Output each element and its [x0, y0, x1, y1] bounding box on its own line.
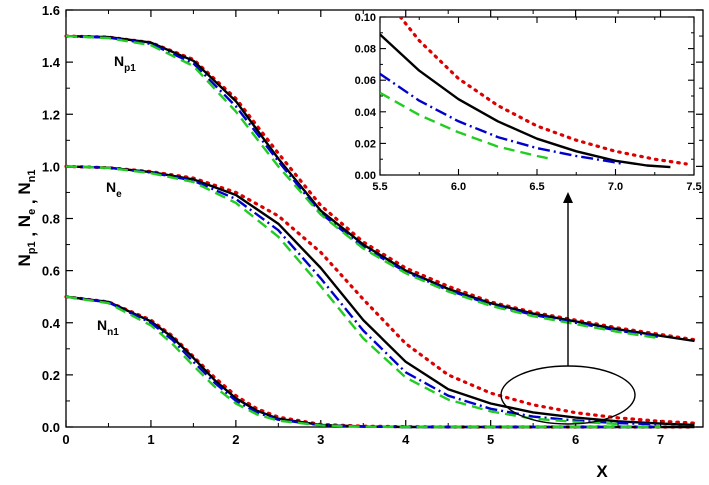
curve-2-dashed — [65, 295, 661, 429]
y-title-symbol: N — [15, 182, 34, 194]
y-tick-label: 0.2 — [42, 368, 60, 383]
y-title-separator: , — [20, 227, 39, 241]
inset-y-tick-label: 0.08 — [355, 44, 376, 56]
x-tick-label: 6 — [572, 432, 579, 447]
x-tick-label: 0 — [62, 432, 69, 447]
y-tick-label: 0.8 — [42, 212, 60, 227]
curve-1-dash-dot — [65, 165, 661, 426]
zoom-arrow-head — [563, 192, 573, 203]
curve-2-solid — [65, 295, 695, 429]
y-title-subscript: e — [26, 209, 38, 215]
inset-frame — [379, 16, 695, 176]
inset-y-tick-label: 0.00 — [355, 170, 376, 182]
y-tick-label: 1.6 — [42, 3, 60, 18]
inset-curve-dashed — [380, 91, 553, 161]
curve-label-symbol: N — [106, 179, 116, 195]
y-title-separator: , — [20, 195, 39, 209]
curve-label: Np1 — [114, 53, 136, 74]
inset-x-tick-label: 6.0 — [451, 181, 466, 193]
curve-0-dashed — [65, 34, 661, 340]
y-tick-label: 0.6 — [42, 264, 60, 279]
inset-x-tick-label: 5.5 — [372, 181, 387, 193]
curve-1-dotted — [64, 164, 697, 425]
curve-2-dash-dot — [65, 295, 661, 429]
inset-curve-dotted — [398, 17, 688, 166]
curve-label-subscript: p1 — [124, 63, 136, 74]
curve-label: Ne — [106, 179, 122, 200]
inset-x-tick-label: 7.5 — [686, 181, 701, 193]
y-tick-label: 1.2 — [42, 107, 60, 122]
x-tick-label: 3 — [317, 432, 324, 447]
x-tick-label: 7 — [657, 432, 664, 447]
y-title-subscript: p1 — [26, 241, 38, 254]
x-tick-label: 4 — [402, 432, 410, 447]
y-tick-label: 0.4 — [42, 316, 61, 331]
y-axis-title: Np1 , Ne , Nn1 — [15, 170, 39, 267]
inset-y-tick-label: 0.06 — [355, 75, 376, 87]
curve-label-subscript: e — [116, 189, 122, 200]
inset-curve-solid — [380, 33, 671, 169]
y-tick-label: 0.0 — [42, 420, 60, 435]
inset-plot: 5.5 6.0 6.5 7.0 7.5 0.00 0.02 0.04 0.06 0.08 0.10 — [355, 12, 702, 193]
y-title-subscript: n1 — [26, 170, 38, 183]
curve-1-solid — [65, 165, 695, 427]
curve-0-solid — [65, 34, 695, 343]
zoom-ellipse — [500, 365, 636, 425]
inset-x-tick-label: 6.5 — [529, 181, 544, 193]
curve-label-subscript: n1 — [107, 327, 119, 338]
inset-curve-dash-dot — [380, 72, 624, 166]
main-plot: 0 1 2 3 4 5 6 7 0.0 0.2 0.4 0.6 0.8 1.0 1.2 1.4 1.6 X Np1 … — [15, 3, 704, 481]
curve-0-dotted — [64, 34, 697, 342]
x-axis-title: X — [596, 462, 608, 481]
curve-2-dotted — [64, 295, 697, 429]
x-tick-label: 5 — [487, 432, 494, 447]
inset-curves — [380, 17, 688, 169]
curve-label-symbol: N — [97, 317, 107, 333]
y-title-symbol: N — [15, 254, 34, 266]
x-tick-label: 2 — [232, 432, 239, 447]
inset-y-tick-label: 0.04 — [355, 107, 377, 119]
y-tick-label: 1.4 — [42, 55, 61, 70]
curve-label-symbol: N — [114, 53, 124, 69]
inset-y-tick-label: 0.10 — [355, 12, 376, 24]
curve-label: Nn1 — [97, 317, 119, 338]
x-tick-label: 1 — [147, 432, 154, 447]
inset-y-tick-label: 0.02 — [355, 138, 376, 150]
y-title-symbol: N — [15, 215, 34, 227]
inset-x-tick-label: 7.0 — [608, 181, 623, 193]
y-tick-label: 1.0 — [42, 159, 60, 174]
